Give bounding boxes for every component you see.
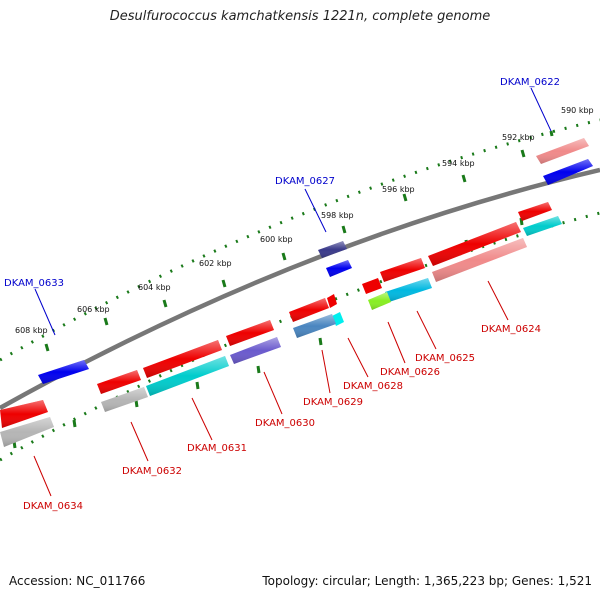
genome-backbone	[0, 167, 600, 410]
scale-track-outer	[0, 118, 600, 362]
gene-feature-dkam-0629[interactable]	[289, 298, 336, 338]
leader-line-dkam-0622	[530, 87, 552, 132]
gene-feature-dkam-0633[interactable]	[38, 360, 89, 384]
gene-label-dkam-0625[interactable]: DKAM_0625	[415, 353, 475, 364]
gene-feature-dkam-0632[interactable]	[97, 370, 148, 412]
genome-summary: Topology: circular; Length: 1,365,223 bp…	[262, 574, 592, 588]
gene-label-dkam-0629[interactable]: DKAM_0629	[303, 397, 363, 408]
gene-feature-dkam-0634[interactable]	[0, 400, 54, 447]
leader-line-dkam-0630	[263, 371, 283, 415]
gene-label-dkam-0626[interactable]: DKAM_0626	[380, 367, 440, 378]
leader-line-dkam-0627	[304, 188, 327, 233]
gene-label-dkam-0627[interactable]: DKAM_0627	[275, 176, 335, 187]
gene-feature-dkam-0631[interactable]	[143, 340, 229, 396]
scale-label-606: 606 kbp	[77, 305, 110, 314]
scale-label-600: 600 kbp	[260, 235, 293, 244]
gene-label-dkam-0630[interactable]: DKAM_0630	[255, 418, 315, 429]
leader-line-dkam-0633	[34, 288, 56, 336]
gene-label-dkam-0632[interactable]: DKAM_0632	[122, 466, 182, 477]
gene-feature-dkam-0628[interactable]	[327, 294, 344, 326]
leader-line-dkam-0628	[347, 337, 369, 378]
gene-feature-dkam-0625[interactable]	[380, 258, 432, 302]
scale-label-608: 608 kbp	[15, 326, 48, 335]
gene-label-dkam-0633[interactable]: DKAM_0633	[4, 278, 64, 289]
leader-line-dkam-0626	[387, 321, 406, 364]
scale-label-592: 592 kbp	[502, 133, 535, 142]
gene-feature-dkam-0627[interactable]	[318, 241, 352, 277]
scale-label-602: 602 kbp	[199, 259, 232, 268]
gene-label-dkam-0628[interactable]: DKAM_0628	[343, 381, 403, 392]
gene-feature-dkam-0623[interactable]	[518, 202, 562, 236]
leader-line-dkam-0629	[321, 349, 331, 394]
scale-track-inner	[0, 211, 600, 462]
scale-label-604: 604 kbp	[138, 283, 171, 292]
gene-label-dkam-0634[interactable]: DKAM_0634	[23, 501, 83, 512]
scale-label-590: 590 kbp	[561, 106, 594, 115]
gene-feature-dkam-0626[interactable]	[362, 278, 391, 310]
leader-line-dkam-0634	[33, 455, 52, 497]
gene-feature-dkam-0630[interactable]	[226, 320, 281, 364]
gene-feature-dkam-0622[interactable]	[536, 138, 593, 185]
accession-label: Accession: NC_011766	[9, 574, 146, 588]
scale-label-596: 596 kbp	[382, 185, 415, 194]
leader-line-dkam-0631	[191, 397, 213, 441]
gene-feature-dkam-0624[interactable]	[428, 222, 527, 282]
gene-label-dkam-0624[interactable]: DKAM_0624	[481, 324, 541, 335]
gene-label-dkam-0622[interactable]: DKAM_0622	[500, 77, 560, 88]
scale-label-594: 594 kbp	[442, 159, 475, 168]
leader-line-dkam-0624	[487, 280, 509, 321]
scale-label-598: 598 kbp	[321, 211, 354, 220]
features-outer	[0, 138, 593, 447]
genome-title: Desulfurococcus kamchatkensis 1221n, com…	[109, 9, 491, 24]
leader-line-dkam-0632	[130, 421, 149, 462]
leader-line-dkam-0625	[416, 310, 437, 350]
gene-label-dkam-0631[interactable]: DKAM_0631	[187, 443, 247, 454]
